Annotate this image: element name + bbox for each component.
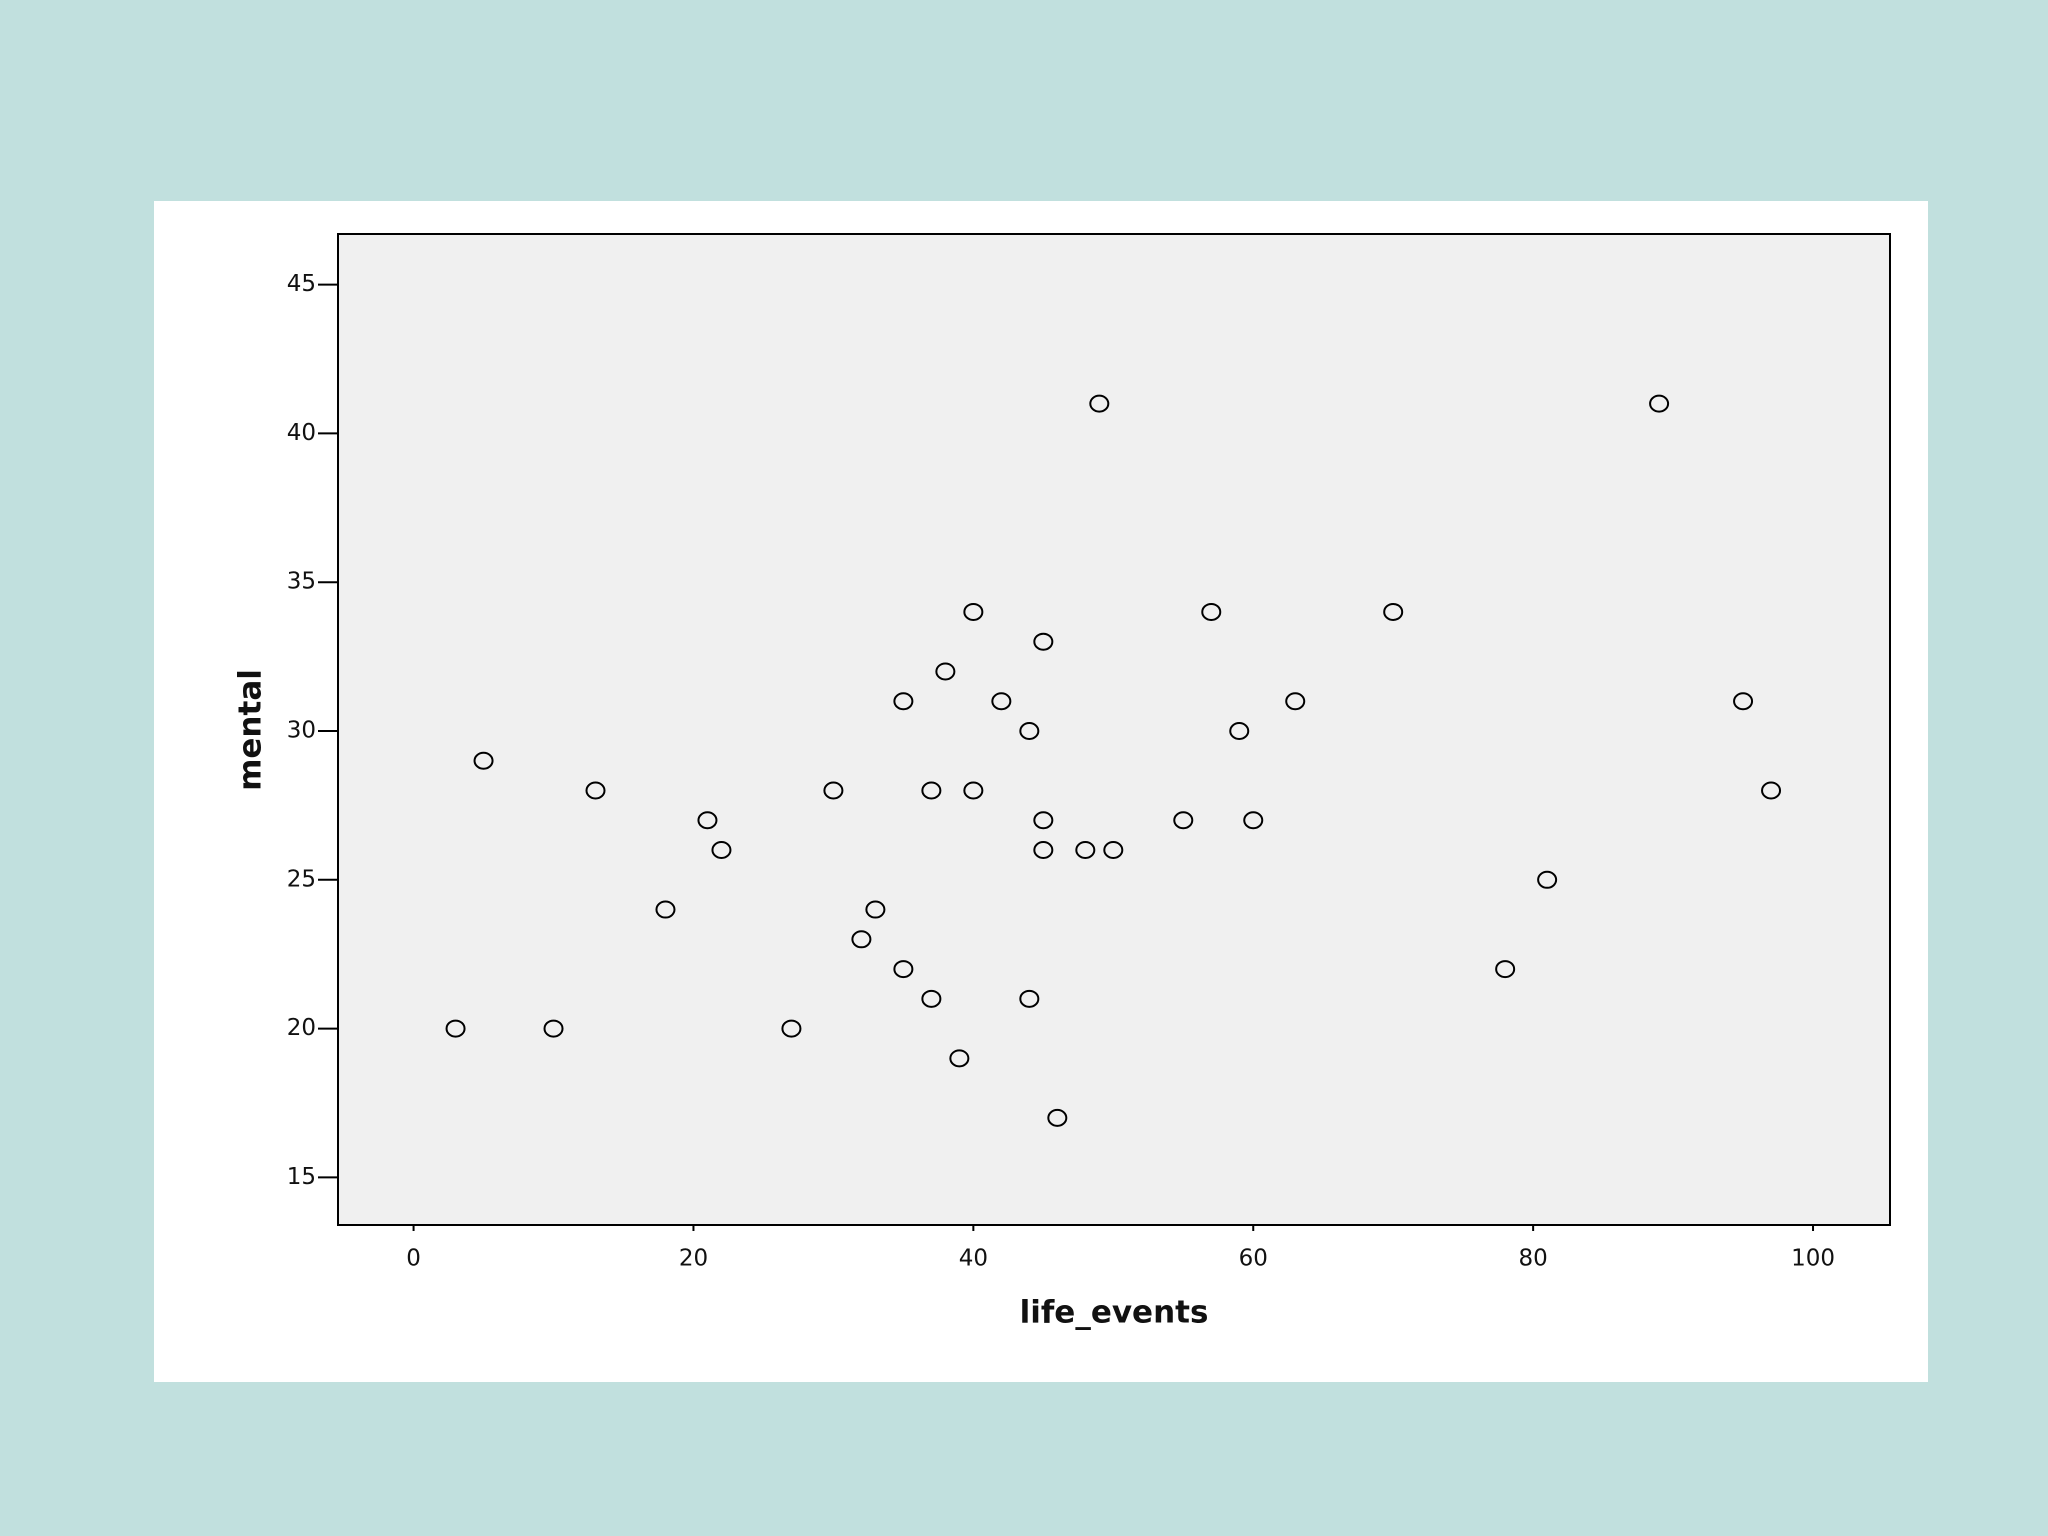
point bbox=[963, 781, 984, 800]
x-tick-label: 20 bbox=[679, 1246, 708, 1272]
point bbox=[1047, 1108, 1068, 1127]
point bbox=[921, 989, 942, 1008]
plot-area bbox=[337, 233, 1891, 1226]
x-tick-label: 100 bbox=[1791, 1246, 1835, 1272]
y-tick-label: 45 bbox=[287, 271, 316, 297]
point bbox=[823, 781, 844, 800]
x-tick-label: 80 bbox=[1518, 1246, 1547, 1272]
point bbox=[1201, 602, 1222, 621]
point bbox=[949, 1049, 970, 1068]
point bbox=[1173, 811, 1194, 830]
point bbox=[893, 960, 914, 979]
point bbox=[1733, 692, 1754, 711]
point bbox=[1761, 781, 1782, 800]
point bbox=[1495, 960, 1516, 979]
point bbox=[1649, 394, 1670, 413]
x-tick-label: 0 bbox=[406, 1246, 421, 1272]
y-tick-label: 35 bbox=[287, 569, 316, 595]
x-tick-label: 60 bbox=[1239, 1246, 1268, 1272]
point bbox=[963, 602, 984, 621]
point bbox=[935, 662, 956, 681]
point bbox=[711, 841, 732, 860]
point bbox=[1033, 811, 1054, 830]
point bbox=[585, 781, 606, 800]
y-tick-label: 30 bbox=[287, 717, 316, 743]
point bbox=[697, 811, 718, 830]
point bbox=[1243, 811, 1264, 830]
point bbox=[1033, 841, 1054, 860]
y-axis-title: mental bbox=[233, 669, 269, 791]
y-tick-label: 40 bbox=[287, 420, 316, 446]
point bbox=[1075, 841, 1096, 860]
y-tick-label: 15 bbox=[287, 1164, 316, 1190]
point bbox=[1229, 721, 1250, 740]
point bbox=[921, 781, 942, 800]
point bbox=[1019, 721, 1040, 740]
point bbox=[473, 751, 494, 770]
x-tick-label: 40 bbox=[959, 1246, 988, 1272]
point bbox=[851, 930, 872, 949]
x-axis-title: life_events bbox=[1020, 1295, 1209, 1331]
point bbox=[1089, 394, 1110, 413]
y-tick-label: 25 bbox=[287, 866, 316, 892]
y-tick-label: 20 bbox=[287, 1015, 316, 1041]
point bbox=[543, 1019, 564, 1038]
point bbox=[1285, 692, 1306, 711]
point bbox=[1103, 841, 1124, 860]
point bbox=[445, 1019, 466, 1038]
point bbox=[781, 1019, 802, 1038]
point bbox=[1019, 989, 1040, 1008]
point bbox=[1033, 632, 1054, 651]
point bbox=[655, 900, 676, 919]
point bbox=[1537, 870, 1558, 889]
point bbox=[1383, 602, 1404, 621]
point bbox=[893, 692, 914, 711]
point bbox=[865, 900, 886, 919]
point bbox=[991, 692, 1012, 711]
